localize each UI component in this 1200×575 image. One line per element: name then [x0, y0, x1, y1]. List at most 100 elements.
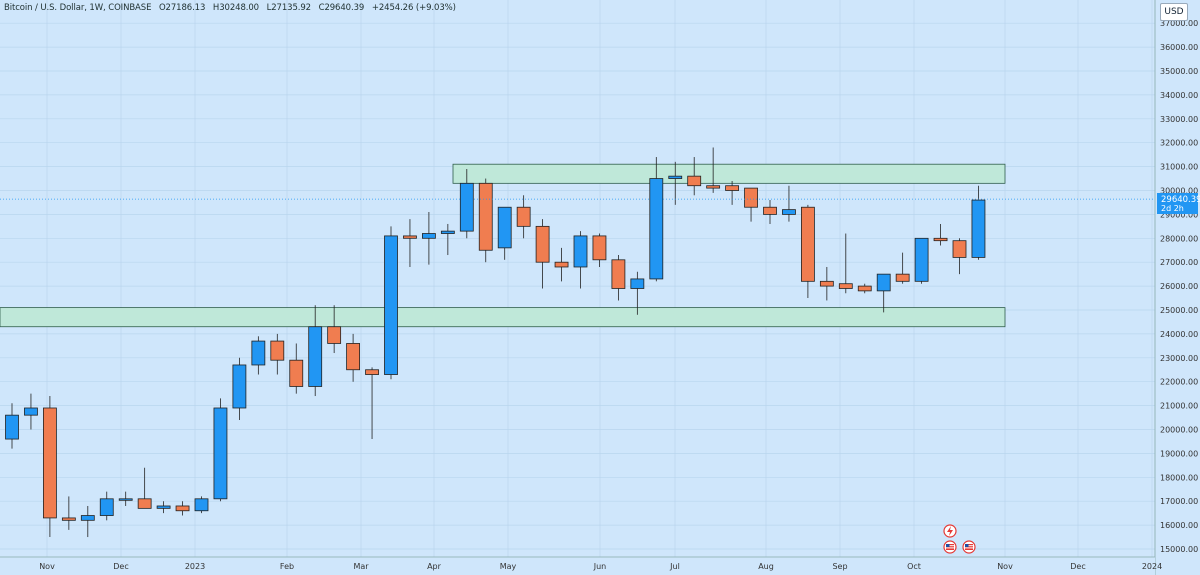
candle — [346, 333, 361, 382]
candle-body — [630, 278, 645, 289]
candle-body — [118, 498, 133, 501]
candle-body — [384, 235, 398, 375]
candle-body — [80, 515, 95, 521]
time-tick-label: Aug — [758, 562, 774, 571]
candle-body — [535, 225, 550, 263]
candle-body — [838, 283, 853, 289]
candle — [914, 237, 929, 284]
last-price-value: 29640.39 — [1161, 195, 1200, 205]
currency-button[interactable]: USD — [1160, 3, 1188, 21]
candle-body — [156, 505, 171, 509]
candle — [194, 496, 209, 514]
open-value: O27186.13 — [158, 3, 206, 13]
flash-icon-glyph — [947, 526, 953, 536]
candle-body — [914, 237, 929, 282]
time-axis: Nov Dec 2023 Feb Mar Apr May Jun Jul Aug Sep Oct Nov… — [39, 562, 1162, 571]
candle-body — [933, 237, 948, 242]
candle-body — [346, 343, 361, 371]
candle-body — [365, 369, 379, 375]
price-axis: 15000.00 16000.00 17000.00 18000.00 19000.00… — [1160, 19, 1198, 554]
candle — [118, 491, 133, 506]
candle-body — [668, 175, 683, 179]
candle — [308, 305, 323, 397]
symbol-title[interactable]: Bitcoin / U.S. Dollar, 1W, COINBASE — [4, 3, 152, 13]
price-tick-label: 24000.00 — [1160, 330, 1198, 339]
price-axis-background[interactable] — [1155, 0, 1200, 575]
time-axis-background[interactable] — [0, 557, 1155, 575]
us-flag-icon[interactable] — [943, 540, 957, 554]
candle — [61, 496, 76, 530]
candle — [137, 467, 152, 509]
candle — [156, 501, 171, 514]
zone-support[interactable] — [0, 307, 1006, 328]
candle — [421, 212, 436, 265]
candle-body — [687, 175, 702, 187]
candle — [365, 367, 379, 440]
candle-body — [895, 273, 910, 282]
candle — [440, 223, 455, 256]
candle — [933, 223, 948, 246]
candle-body — [289, 359, 304, 387]
time-tick-label: Apr — [427, 562, 442, 571]
time-tick-label: Dec — [113, 562, 128, 571]
price-tick-label: 32000.00 — [1160, 139, 1198, 148]
candle — [782, 185, 796, 222]
close-value: C29640.39 — [318, 3, 365, 13]
candle — [592, 233, 607, 267]
candle — [175, 501, 190, 516]
candle — [270, 333, 285, 375]
price-tick-label: 15000.00 — [1160, 545, 1198, 554]
symbol-legend: Bitcoin / U.S. Dollar, 1W, COINBASE O271… — [4, 3, 461, 13]
time-tick-label: Dec — [1070, 562, 1085, 571]
candle — [289, 343, 304, 394]
candle — [895, 252, 910, 284]
price-tick-label: 22000.00 — [1160, 378, 1198, 387]
candle — [819, 266, 834, 301]
price-tick-label: 23000.00 — [1160, 354, 1198, 363]
candle — [649, 157, 664, 282]
candle — [630, 271, 645, 315]
event-markers[interactable] — [943, 524, 976, 554]
candle-body — [137, 498, 152, 509]
zones — [0, 163, 1006, 328]
candle-body — [327, 326, 342, 344]
price-tick-label: 20000.00 — [1160, 426, 1198, 435]
time-tick-label: Feb — [280, 562, 294, 571]
candle-body — [43, 407, 57, 519]
candle — [554, 247, 569, 282]
price-tick-label: 16000.00 — [1160, 521, 1198, 530]
price-tick-label: 26000.00 — [1160, 282, 1198, 291]
price-tick-label: 30000.00 — [1160, 187, 1198, 196]
price-tick-label: 37000.00 — [1160, 19, 1198, 28]
candle-body — [744, 187, 758, 208]
candle — [838, 233, 853, 294]
candle — [876, 273, 891, 313]
candle — [801, 204, 815, 299]
price-tick-label: 27000.00 — [1160, 258, 1198, 267]
price-tick-label: 21000.00 — [1160, 402, 1198, 411]
price-tick-label: 34000.00 — [1160, 91, 1198, 100]
candle — [497, 206, 512, 260]
us-flag-icon[interactable] — [962, 540, 976, 554]
candle — [611, 255, 626, 301]
candle — [213, 398, 228, 502]
candle-body — [232, 364, 247, 409]
time-tick-label: Jun — [593, 562, 607, 571]
candle-body — [649, 178, 664, 280]
time-tick-label: Mar — [353, 562, 369, 571]
change-value: +2454.26 (+9.03%) — [371, 3, 456, 13]
price-tick-label: 29000.00 — [1160, 210, 1198, 219]
candle-body — [24, 407, 38, 416]
candle — [403, 219, 417, 267]
candle-body — [592, 235, 607, 261]
price-tick-label: 18000.00 — [1160, 473, 1198, 482]
price-tick-label: 28000.00 — [1160, 234, 1198, 243]
candle — [459, 168, 474, 239]
candle-body — [857, 285, 872, 292]
candle-body — [763, 206, 777, 215]
candle-body — [706, 185, 721, 189]
time-tick-label: 2024 — [1142, 562, 1162, 571]
zone-resistance[interactable] — [452, 163, 1006, 184]
candle-body — [61, 517, 76, 521]
